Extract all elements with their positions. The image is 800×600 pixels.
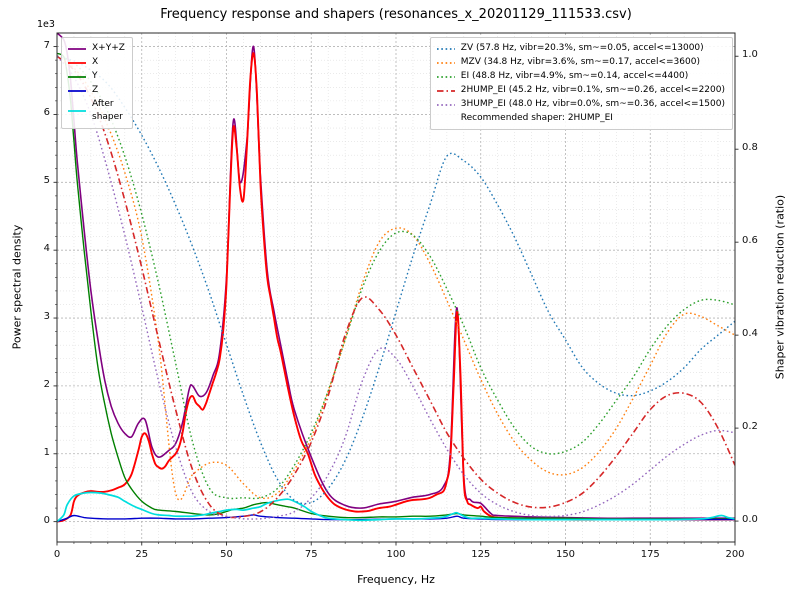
x-tick-label: 0	[53, 549, 61, 560]
y-right-tick-label: 0.2	[742, 421, 758, 433]
legend-label-x: X	[92, 57, 99, 68]
legend-label-3hump-ei: 3HUMP_EI (48.0 Hz, vibr=0.0%, sm~=0.36, …	[460, 99, 725, 110]
y-left-tick-label: 4	[43, 243, 50, 255]
legend-label-z: Z	[92, 85, 99, 96]
y-left-tick-label: 7	[43, 39, 50, 51]
legend-item-y: Y	[67, 70, 125, 83]
x-tick-label: 175	[640, 549, 660, 560]
x-tick-label: 100	[386, 549, 406, 560]
y-right-tick-label: 0.6	[742, 235, 758, 247]
x-line-sample	[67, 58, 87, 68]
zv-line-sample	[436, 44, 456, 54]
y-axis-label-left: Power spectral density	[10, 224, 24, 350]
y-line	[57, 52, 735, 520]
mzv-line-sample	[436, 58, 456, 68]
z-line-sample	[67, 86, 87, 96]
y-left-tick-label: 5	[43, 175, 50, 187]
chart-title: Frequency response and shapers (resonanc…	[160, 7, 632, 22]
y-axis-multiplier-label: 1e3	[37, 19, 55, 30]
legend-label-y: Y	[92, 71, 98, 82]
legend-item-xyz-sum: X+Y+Z	[67, 42, 125, 55]
legend-item-recommended-shaper-note: Recommended shaper: 2HUMP_EI	[436, 112, 725, 125]
legend-item-z: Z	[67, 84, 125, 97]
x-tick-label: 150	[555, 549, 576, 560]
y-right-tick-label: 0.0	[742, 514, 758, 526]
tick-marks	[53, 46, 739, 546]
legend-item-zv: ZV (57.8 Hz, vibr=20.3%, sm~=0.05, accel…	[436, 42, 725, 55]
x-tick-label: 125	[471, 549, 491, 560]
y-left-tick-label: 2	[43, 378, 50, 390]
legend-label-ei: EI (48.8 Hz, vibr=4.9%, sm~=0.14, accel<…	[460, 71, 689, 82]
after-shaper-line-sample	[67, 106, 87, 116]
mzv-line	[57, 55, 735, 501]
3hump-ei-line	[57, 55, 735, 520]
x-tick-label: 75	[304, 549, 318, 560]
series-lines	[57, 33, 735, 523]
y-left-tick-label: 3	[43, 311, 50, 323]
y-left-tick-label: 6	[43, 107, 50, 119]
y-line-sample	[67, 72, 87, 82]
legend-item-after-shaper: After shaper	[67, 98, 125, 124]
shaper-legend: ZV (57.8 Hz, vibr=20.3%, sm~=0.05, accel…	[429, 37, 733, 131]
y-axis-label-right: Shaper vibration reduction (ratio)	[773, 194, 787, 380]
x-tick-label: 25	[135, 549, 149, 560]
legend-item-3hump-ei: 3HUMP_EI (48.0 Hz, vibr=0.0%, sm~=0.36, …	[436, 98, 725, 111]
legend-label-after-shaper: After shaper	[92, 99, 123, 123]
y-right-tick-label: 0.4	[742, 328, 758, 340]
legend-label-xyz-sum: X+Y+Z	[92, 43, 125, 53]
legend-label-2hump-ei: 2HUMP_EI (45.2 Hz, vibr=0.1%, sm~=0.26, …	[460, 85, 725, 96]
x-line	[57, 52, 735, 523]
ei-line-sample	[436, 72, 456, 82]
x-tick-label: 50	[220, 549, 233, 560]
after-shaper-line	[57, 491, 735, 523]
psd-legend: X+Y+Z X Y Z After shaper	[61, 37, 133, 130]
2hump-ei-line-sample	[436, 86, 456, 96]
xyz-sum-line-sample	[67, 44, 87, 54]
y-left-tick-label: 0	[43, 514, 50, 526]
legend-label-zv: ZV (57.8 Hz, vibr=20.3%, sm~=0.05, accel…	[460, 43, 704, 53]
legend-label-recommended-shaper-note: Recommended shaper: 2HUMP_EI	[460, 113, 613, 124]
legend-label-mzv: MZV (34.8 Hz, vibr=3.6%, sm~=0.17, accel…	[460, 57, 700, 68]
legend-item-ei: EI (48.8 Hz, vibr=4.9%, sm~=0.14, accel<…	[436, 70, 725, 83]
grid-lines	[56, 33, 736, 542]
3hump-ei-line-sample	[436, 100, 456, 110]
zv-line	[57, 55, 735, 505]
legend-item-mzv: MZV (34.8 Hz, vibr=3.6%, sm~=0.17, accel…	[436, 56, 725, 69]
ei-line	[57, 55, 735, 500]
legend-item-x: X	[67, 56, 125, 69]
y-left-tick-label: 1	[43, 446, 50, 458]
x-tick-label: 200	[725, 549, 745, 560]
legend-item-2hump-ei: 2HUMP_EI (45.2 Hz, vibr=0.1%, sm~=0.26, …	[436, 84, 725, 97]
y-right-tick-label: 0.8	[742, 142, 758, 154]
recommended-shaper-note-line-sample	[436, 114, 456, 124]
y-right-tick-label: 1.0	[742, 49, 758, 61]
2hump-ei-line	[57, 55, 735, 519]
x-axis-label: Frequency, Hz	[357, 573, 435, 586]
